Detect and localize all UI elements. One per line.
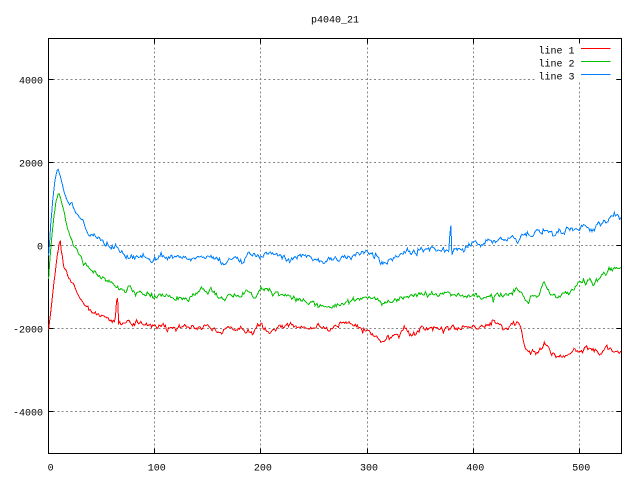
svg-text:line 3: line 3 bbox=[538, 71, 574, 83]
svg-text:4000: 4000 bbox=[19, 77, 43, 88]
svg-text:p4040_21: p4040_21 bbox=[311, 16, 359, 27]
svg-text:300: 300 bbox=[360, 464, 378, 475]
svg-text:2000: 2000 bbox=[19, 160, 43, 171]
svg-text:line 2: line 2 bbox=[538, 58, 574, 70]
svg-text:500: 500 bbox=[572, 464, 590, 475]
svg-text:100: 100 bbox=[148, 464, 166, 475]
svg-text:-2000: -2000 bbox=[13, 326, 43, 337]
svg-text:0: 0 bbox=[37, 243, 43, 254]
svg-text:-4000: -4000 bbox=[13, 409, 43, 420]
svg-text:400: 400 bbox=[466, 464, 484, 475]
svg-text:200: 200 bbox=[254, 464, 272, 475]
svg-text:0: 0 bbox=[48, 464, 54, 475]
svg-text:line 1: line 1 bbox=[538, 45, 574, 57]
